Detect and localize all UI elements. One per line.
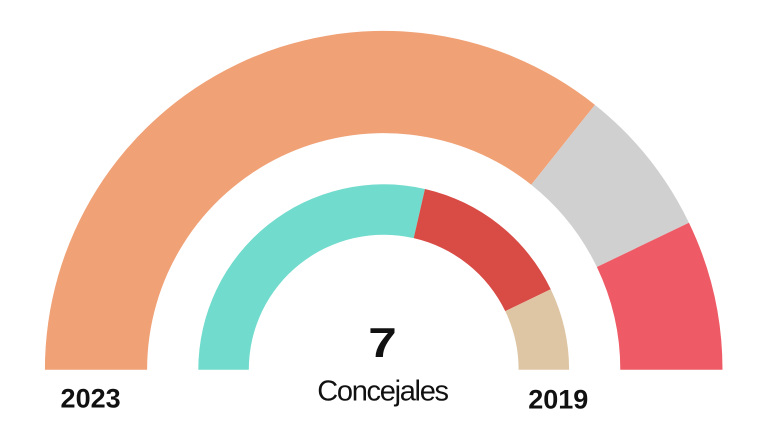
svg-text:Concejales: Concejales bbox=[317, 376, 448, 408]
svg-text:2019: 2019 bbox=[528, 384, 588, 414]
svg-text:7: 7 bbox=[368, 319, 396, 366]
svg-text:2023: 2023 bbox=[61, 384, 121, 414]
